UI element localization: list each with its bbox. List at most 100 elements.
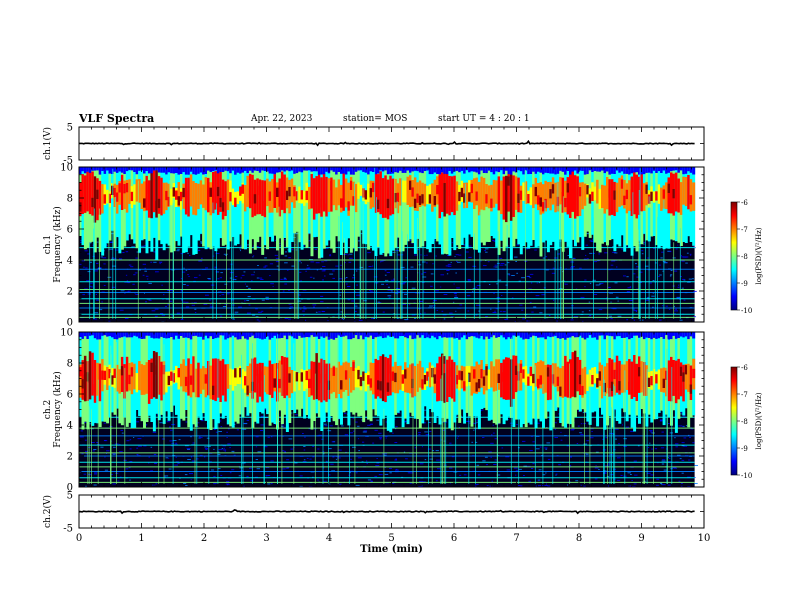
ch2-spectrogram-noise — [681, 472, 684, 474]
x-tick-label: 5 — [388, 533, 394, 544]
ch1-spectrogram-noise — [493, 266, 496, 268]
ch1-spectrogram-noise — [142, 274, 145, 276]
ch1-spectrogram-noise — [380, 261, 382, 263]
ch1-spectrogram-band-core — [377, 174, 380, 213]
ch1-spectrogram-noise — [410, 266, 414, 268]
ch1-spectrogram-band-top — [413, 167, 417, 171]
ch2-spectrogram-band-top — [261, 332, 265, 340]
ch2-spectrogram-noise — [468, 422, 472, 424]
ch2-spectrogram-noise — [312, 445, 315, 447]
ch1-spectrogram-band-core — [421, 182, 425, 206]
ch1-spectrogram-band-hot — [458, 191, 462, 202]
ch2-spectrogram-band-body — [295, 332, 299, 410]
ch1-spectrogram-band-top — [143, 167, 146, 174]
ch1-spectrogram-band-top — [404, 167, 408, 173]
ch2-spectrogram-band-top — [180, 332, 183, 336]
ch1-spectrogram-noise — [145, 275, 149, 277]
ch2-spectrogram-band-top — [325, 332, 329, 337]
ch2-spectrogram-noise — [94, 473, 97, 475]
ch2-spectrogram-band-top — [101, 332, 105, 336]
ch2-spectrogram-band-core — [165, 371, 169, 393]
ch2-spectrogram-noise — [175, 456, 177, 458]
ch1-spectrogram-band-top — [251, 167, 255, 173]
ch1-spectrogram-noise — [381, 283, 384, 285]
ch2-spectrogram-noise — [94, 472, 98, 474]
ch1-spectrogram-ytick-label: 4 — [67, 256, 73, 267]
ch2-spectrogram-noise — [490, 442, 494, 444]
ch2-spectrogram-band-top — [115, 332, 119, 340]
ch2-spectrogram-noise — [606, 475, 610, 477]
ch2-spectrogram-noise — [618, 443, 620, 445]
ch1-spectrogram-noise — [348, 261, 352, 263]
ch1-spectrogram-noise — [339, 278, 343, 280]
ch2-spectrogram-band-hot — [258, 373, 262, 384]
ch1-spectrogram-band-core — [199, 180, 203, 205]
ch1-spectrogram-noise — [557, 253, 561, 255]
ch2-spectrogram-noise — [419, 463, 424, 465]
ch1-spectrogram-noise — [552, 267, 555, 269]
ch2-spectrogram-noise — [510, 425, 514, 427]
ch2-spectrogram-band-hot — [475, 382, 479, 392]
ch1-spectrogram-band-core — [566, 177, 570, 215]
ch1-spectrogram-noise — [384, 274, 387, 276]
ch2-spectrogram-band-core — [566, 361, 570, 398]
ch1-spectrogram-band-top — [241, 167, 245, 173]
ch2-spectrogram-band-top — [91, 332, 95, 336]
ch1-spectrogram-noise — [647, 257, 649, 259]
ch1-spectrogram-noise — [252, 314, 256, 316]
ch2-spectrogram-noise — [661, 460, 666, 462]
ch1-spectrogram-noise — [250, 274, 255, 276]
ch2-spectrogram-band-top — [246, 332, 250, 340]
ch1-spectrogram-band-core — [593, 186, 597, 201]
ch1-spectrogram-noise — [688, 278, 692, 280]
ch1-spectrogram-band-hot — [377, 199, 380, 209]
ch1-spectrogram-band-body — [118, 167, 122, 254]
ch2-spectrogram-band-top — [411, 332, 415, 340]
ch2-spectrogram-noise — [586, 440, 590, 442]
ch2-spectrogram-band-core — [369, 362, 373, 391]
ch2-spectrogram-noise — [243, 423, 248, 425]
ch1-spectrogram-band-core — [606, 177, 609, 210]
ch2-spectrogram-band-core — [428, 362, 432, 388]
ch1-spectrogram-band-body — [138, 167, 142, 253]
ch1-spectrogram-noise — [629, 286, 632, 288]
ch1-spectrogram-band-hot — [436, 185, 440, 195]
ch2-spectrogram-band-hot — [362, 371, 366, 381]
ch2-spectrogram-band-top — [458, 332, 462, 340]
ch2-spectrogram-noise — [331, 441, 335, 443]
ch1-spectrogram-band-top — [91, 167, 95, 171]
ch2-spectrogram-band-hot — [103, 370, 107, 380]
ch1-spectrogram-band-top — [194, 167, 198, 175]
ch2-spectrogram-band-top — [394, 332, 398, 339]
ch1-spectrogram-band-core — [357, 182, 361, 199]
ch1-spectrogram-band-core — [170, 188, 174, 206]
ch1-spectrogram-noise — [522, 318, 525, 320]
ch1-spectrogram-noise — [492, 312, 497, 313]
ch1-spectrogram-noise — [681, 287, 684, 289]
ch2-spectrogram-band-hot — [485, 366, 489, 376]
ch2-spectrogram-noise — [128, 467, 131, 469]
ch2-spectrogram-noise — [91, 428, 94, 430]
ch2-spectrogram-band-hot — [113, 368, 117, 378]
ch1-spectrogram-band-core — [409, 175, 412, 208]
ch1-spectrogram-noise — [440, 286, 442, 288]
ch1-spectrogram-band-top — [332, 167, 336, 172]
ch2-spectrogram-noise — [424, 431, 428, 433]
ch1-spectrogram-band-core — [155, 170, 159, 218]
ch2-spectrogram-band-core — [379, 356, 383, 399]
ch2-spectrogram-noise — [458, 427, 461, 428]
ch1-spectrogram-band-top — [239, 167, 243, 174]
ch1-spectrogram-band-body — [303, 167, 307, 245]
ch1-spectrogram-band-body — [458, 167, 462, 249]
ch1-spectrogram-band-top — [135, 167, 139, 175]
ch1-spectrogram-band-hot — [130, 191, 134, 202]
ch2-spectrogram-band-hot — [160, 367, 164, 377]
ch1-spectrogram-noise — [558, 240, 562, 242]
ch1-spectrogram-band-core — [93, 176, 97, 223]
ch2-spectrogram-noise — [547, 485, 551, 487]
ch2-spectrogram-band-core — [542, 361, 545, 394]
ch1-spectrogram-band-hot — [445, 192, 449, 202]
ch1-spectrogram-noise — [417, 272, 419, 274]
ch1-spectrogram-band-top — [219, 167, 223, 172]
ch1-spectrogram-band-top — [665, 167, 669, 174]
